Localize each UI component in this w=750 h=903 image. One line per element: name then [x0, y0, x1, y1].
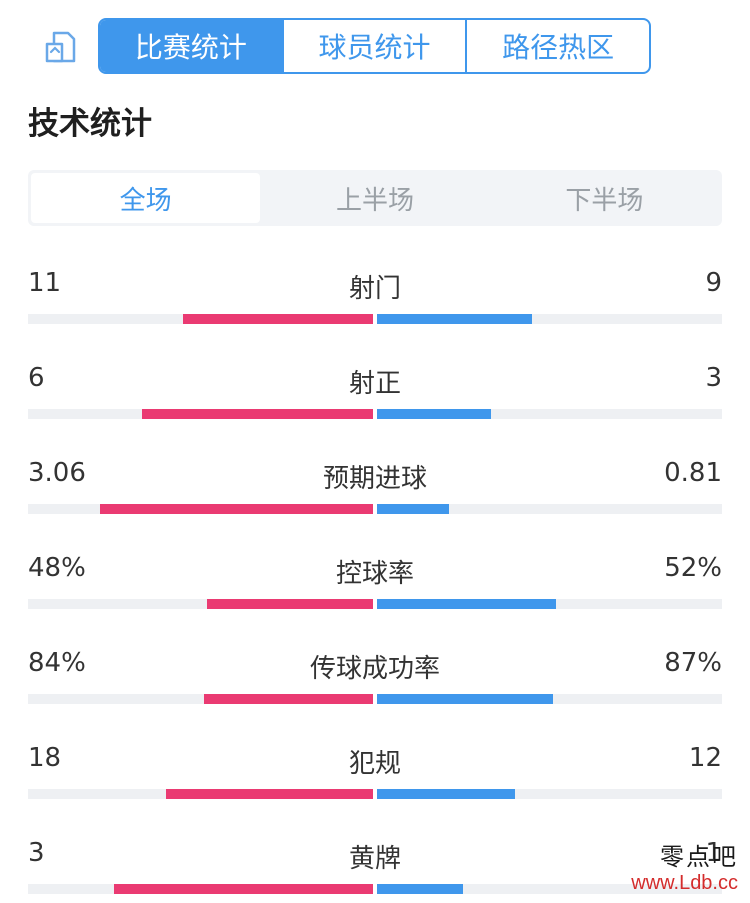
- tab-heatmap[interactable]: 路径热区: [465, 20, 649, 72]
- away-bar-track: [377, 789, 722, 799]
- stat-row: 84% 传球成功率 87%: [28, 648, 722, 708]
- home-value: 11: [28, 268, 62, 298]
- away-bar: [377, 789, 515, 799]
- away-bar-track: [377, 504, 722, 514]
- away-bar-track: [377, 599, 722, 609]
- away-bar: [377, 314, 532, 324]
- away-bar-track: [377, 314, 722, 324]
- home-bar-track: [28, 884, 373, 894]
- period-second-half[interactable]: 下半场: [565, 185, 644, 216]
- home-bar-track: [28, 409, 373, 419]
- period-full-match[interactable]: 全场: [31, 173, 261, 223]
- stat-row: 3.06 预期进球 0.81: [28, 458, 722, 518]
- stat-label: 预期进球: [322, 464, 427, 494]
- stat-label: 射正: [348, 369, 401, 399]
- stat-label: 射门: [348, 274, 401, 304]
- tab-match-stats[interactable]: 比赛统计: [100, 20, 282, 72]
- watermark: 零点吧 www.Ldb.cc: [631, 837, 738, 895]
- away-value: 0.81: [664, 458, 722, 488]
- home-bar: [142, 409, 373, 419]
- home-bar: [100, 504, 373, 514]
- away-value: 52%: [664, 553, 722, 583]
- period-selector: 全场 上半场 下半场: [28, 170, 722, 226]
- away-bar: [377, 694, 553, 704]
- away-value: 87%: [664, 648, 722, 678]
- home-bar: [204, 694, 373, 704]
- home-value: 18: [28, 743, 62, 773]
- stat-label: 犯规: [348, 749, 401, 779]
- away-bar: [377, 884, 463, 894]
- home-bar: [183, 314, 373, 324]
- home-bar-track: [28, 694, 373, 704]
- home-bar: [166, 789, 373, 799]
- main-tabs: 比赛统计 球员统计 路径热区: [98, 18, 651, 74]
- away-bar-track: [377, 409, 722, 419]
- stat-row: 3 黄牌 1: [28, 838, 722, 898]
- away-bar: [377, 504, 449, 514]
- watermark-text: 零点吧: [660, 843, 738, 871]
- away-bar: [377, 409, 491, 419]
- home-bar: [207, 599, 373, 609]
- stat-row: 18 犯规 12: [28, 743, 722, 803]
- home-bar-track: [28, 599, 373, 609]
- away-bar-track: [377, 884, 722, 894]
- home-value: 84%: [28, 648, 86, 678]
- home-value: 48%: [28, 553, 86, 583]
- stat-row: 6 射正 3: [28, 363, 722, 423]
- stat-label: 控球率: [335, 559, 414, 589]
- home-value: 6: [28, 363, 45, 393]
- away-value: 3: [705, 363, 722, 393]
- away-bar: [377, 599, 556, 609]
- home-bar: [114, 884, 373, 894]
- home-value: 3: [28, 838, 45, 868]
- away-value: 9: [705, 268, 722, 298]
- away-bar-track: [377, 694, 722, 704]
- stat-label: 传球成功率: [309, 654, 440, 684]
- home-value: 3.06: [28, 458, 86, 488]
- away-value: 1: [705, 838, 722, 868]
- share-icon[interactable]: [44, 30, 78, 64]
- stat-row: 11 射门 9: [28, 268, 722, 328]
- period-first-half[interactable]: 上半场: [335, 185, 414, 216]
- watermark-url: www.Ldb.cc: [631, 872, 738, 894]
- home-bar-track: [28, 789, 373, 799]
- stat-row: 48% 控球率 52%: [28, 553, 722, 613]
- home-bar-track: [28, 314, 373, 324]
- tab-player-stats[interactable]: 球员统计: [281, 20, 466, 72]
- home-bar-track: [28, 504, 373, 514]
- section-title: 技术统计: [28, 106, 152, 142]
- stat-label: 黄牌: [348, 844, 401, 874]
- away-value: 12: [688, 743, 722, 773]
